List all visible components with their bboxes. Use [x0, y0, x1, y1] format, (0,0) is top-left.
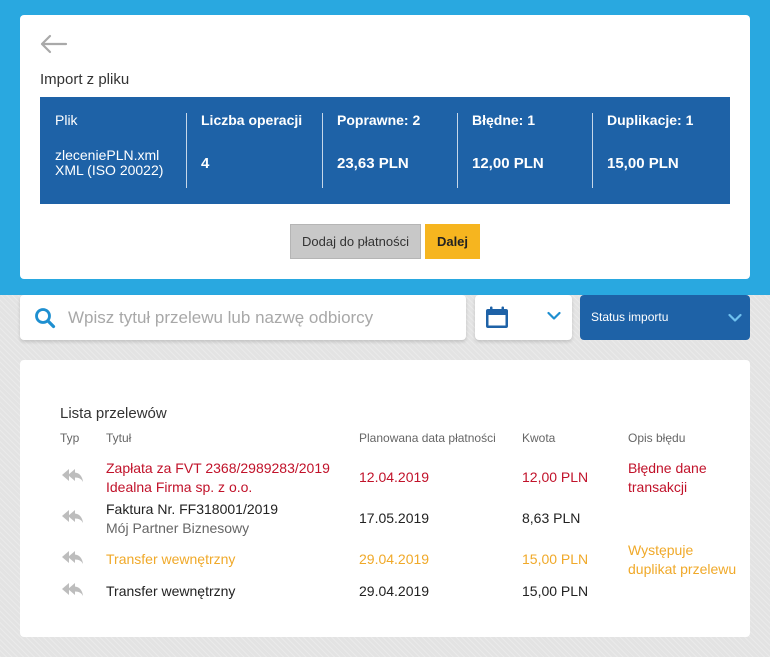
- transfer-amount: 12,00 PLN: [522, 469, 589, 485]
- column-header-type: Typ: [60, 431, 80, 445]
- summary-file-value: zleceniePLN.xml XML (ISO 20022): [55, 148, 163, 178]
- transfer-title-line: Zapłata za FVT 2368/2989283/2019: [106, 460, 330, 476]
- add-to-payments-button[interactable]: Dodaj do płatności: [290, 224, 421, 259]
- date-filter[interactable]: [475, 295, 572, 340]
- next-button[interactable]: Dalej: [425, 224, 480, 259]
- summary-wrong-value: 12,00 PLN: [472, 155, 544, 172]
- reply-all-icon: [62, 551, 83, 564]
- transfer-date: 12.04.2019: [359, 469, 430, 485]
- reply-all-icon: [62, 510, 83, 523]
- transfer-title: Zapłata za FVT 2368/2989283/2019 Idealna…: [106, 459, 330, 497]
- calendar-icon: [486, 306, 508, 328]
- transfer-title-line: Faktura Nr. FF318001/2019: [106, 501, 278, 517]
- transfer-amount: 15,00 PLN: [522, 583, 589, 599]
- summary-wrong: Błędne: 1 12,00 PLN: [457, 97, 592, 204]
- transfer-error: Błędne dane transakcji: [628, 460, 707, 495]
- transfer-recipient: Mój Partner Biznesowy: [106, 520, 250, 536]
- transfer-title: Transfer wewnętrzny: [106, 583, 236, 599]
- page-title: Import z pliku: [40, 71, 130, 88]
- status-filter-dropdown[interactable]: Status importu: [580, 295, 750, 340]
- list-title: Lista przelewów: [60, 405, 167, 422]
- reply-all-icon: [62, 469, 83, 482]
- summary-duplicates-label: Duplikacje: 1: [607, 112, 694, 128]
- file-format: XML (ISO 20022): [55, 162, 164, 178]
- summary-operations-value: 4: [201, 155, 210, 172]
- column-header-date: Planowana data płatności: [359, 431, 496, 445]
- summary-operations: Liczba operacji 4: [186, 97, 322, 204]
- summary-operations-label: Liczba operacji: [201, 112, 303, 128]
- summary-correct-value: 23,63 PLN: [337, 155, 409, 172]
- transfer-title: Faktura Nr. FF318001/2019 Mój Partner Bi…: [106, 500, 278, 538]
- summary-duplicates: Duplikacje: 1 15,00 PLN: [592, 97, 730, 204]
- transfer-date: 17.05.2019: [359, 510, 430, 526]
- file-name: zleceniePLN.xml: [55, 147, 160, 163]
- transfer-error: Występuje duplikat przelewu: [628, 542, 737, 577]
- transfer-amount: 15,00 PLN: [522, 551, 589, 567]
- arrow-left-icon[interactable]: [38, 33, 68, 55]
- transfer-list-card: Lista przelewów Typ Tytuł Planowana data…: [20, 360, 750, 637]
- search-box: [20, 295, 466, 340]
- summary-file-label: Plik: [55, 112, 78, 128]
- summary-wrong-label: Błędne: 1: [472, 112, 536, 128]
- transfer-date: 29.04.2019: [359, 551, 430, 567]
- column-header-error: Opis błędu: [628, 431, 686, 445]
- transfer-amount: 8,63 PLN: [522, 510, 581, 526]
- search-icon: [35, 307, 56, 328]
- status-filter-label: Status importu: [591, 310, 669, 324]
- chevron-down-icon: [728, 313, 742, 322]
- transfer-date: 29.04.2019: [359, 583, 430, 599]
- import-summary: Plik zleceniePLN.xml XML (ISO 20022) Lic…: [40, 97, 730, 204]
- search-input[interactable]: [68, 307, 448, 328]
- column-header-amount: Kwota: [522, 431, 556, 445]
- chevron-down-icon: [547, 311, 561, 320]
- summary-correct: Poprawne: 2 23,63 PLN: [322, 97, 457, 204]
- column-header-title: Tytuł: [106, 431, 132, 445]
- reply-all-icon: [62, 583, 83, 596]
- transfer-title: Transfer wewnętrzny: [106, 551, 236, 567]
- transfer-recipient: Idealna Firma sp. z o.o.: [106, 479, 253, 495]
- summary-file: Plik zleceniePLN.xml XML (ISO 20022): [40, 97, 186, 204]
- import-card: Import z pliku Plik zleceniePLN.xml XML …: [20, 15, 750, 279]
- summary-duplicates-value: 15,00 PLN: [607, 155, 679, 172]
- summary-correct-label: Poprawne: 2: [337, 112, 421, 128]
